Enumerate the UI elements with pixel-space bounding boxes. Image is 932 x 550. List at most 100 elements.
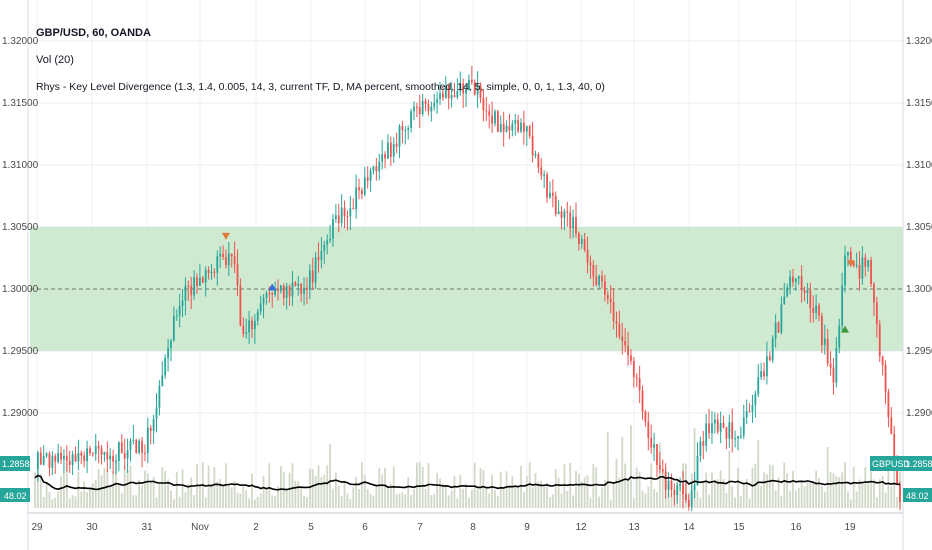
volume-bar (239, 493, 242, 508)
volume-bar (427, 463, 430, 508)
candle-body (71, 454, 74, 465)
candle-body (861, 257, 864, 279)
candle-body (439, 93, 441, 100)
volume-bar (734, 497, 737, 508)
candle-body (612, 302, 615, 322)
candle-body (818, 305, 820, 316)
volume-bar (291, 463, 294, 508)
candle-body (739, 435, 742, 437)
volume-bar (601, 487, 603, 508)
volume-bar (161, 466, 164, 508)
volume-bar (178, 496, 181, 508)
candle-body (711, 423, 713, 434)
candle-body (68, 460, 71, 465)
volume-bar (476, 489, 479, 508)
candle-body (731, 422, 734, 439)
candle-body (531, 136, 534, 156)
candle-body (771, 338, 774, 361)
candle-body (502, 123, 505, 132)
volume-bar (491, 474, 493, 508)
volume-bar (537, 481, 540, 508)
candle-body (329, 238, 331, 241)
volume-bar (132, 495, 135, 508)
volume-bar (207, 465, 210, 508)
volume-bar (658, 442, 661, 508)
volume-badge-right-text: 48.02 (906, 491, 929, 501)
candle-body (494, 111, 496, 124)
candle-body (685, 494, 687, 501)
volume-bar (612, 482, 615, 508)
volume-bar (849, 499, 852, 508)
candle-body (320, 251, 323, 260)
volume-bar (172, 499, 175, 508)
candle-body (424, 100, 427, 105)
candle-body (375, 166, 378, 172)
candle-body (696, 456, 699, 485)
candle-body (369, 170, 372, 181)
bullish-divergence-marker (268, 283, 277, 291)
candle-body (554, 195, 557, 215)
indicator-legend[interactable]: Rhys - Key Level Divergence (1.3, 1.4, 0… (36, 81, 605, 93)
candle-body (80, 452, 83, 456)
volume-bar (549, 497, 551, 508)
volume-bar (36, 466, 39, 508)
volume-bar (68, 498, 71, 508)
volume-bar (459, 474, 462, 508)
candle-body (210, 271, 213, 273)
candle-body (39, 452, 42, 465)
candle-body (343, 207, 346, 216)
candle-body (65, 455, 68, 461)
candle-body (181, 300, 184, 307)
candle-body (106, 452, 109, 460)
volume-bar (352, 487, 355, 508)
candle-body (667, 480, 670, 490)
candle-body (766, 356, 768, 377)
x-axis[interactable]: 29 30 31 Nov 2 5 6 7 8 9 12 13 14 15 16 19 (31, 522, 856, 533)
y-axis-left[interactable]: 1.32000 1.31500 1.31000 1.30500 1.30000 1.295… (2, 36, 39, 419)
candle-body (852, 261, 855, 266)
candle-body (447, 85, 450, 99)
candle-body (687, 500, 690, 507)
volume-bar (820, 485, 823, 508)
candle-body (638, 378, 641, 391)
candle-body (135, 439, 138, 453)
candle-body (751, 405, 754, 412)
candle-body (427, 104, 430, 112)
candle-body (618, 323, 621, 337)
candle-body (401, 126, 404, 131)
candle-body (563, 211, 566, 218)
candle-body (887, 391, 890, 418)
candle-body (144, 452, 146, 454)
volume-bar (661, 472, 664, 508)
candle-body (763, 371, 765, 377)
candle-body (242, 325, 245, 335)
volume-bar (748, 498, 751, 508)
candle-body (456, 91, 459, 98)
volume-bar (184, 492, 187, 508)
volume-legend[interactable]: Vol (20) (36, 54, 74, 66)
candle-body (230, 253, 233, 257)
volume-bar (54, 497, 57, 508)
candle-body (161, 375, 164, 387)
candle-body (508, 125, 511, 131)
volume-bar (742, 483, 745, 508)
volume-bar (598, 496, 601, 508)
volume-bar (436, 473, 439, 508)
candle-body (314, 257, 317, 283)
symbol-legend[interactable]: GBP/USD, 60, OANDA (36, 27, 151, 39)
candle-body (430, 106, 433, 112)
volume-bar (100, 475, 103, 508)
volume-bar (528, 462, 531, 508)
volume-bar (606, 431, 609, 508)
candle-body (355, 187, 358, 210)
x-tick-label: 31 (141, 522, 153, 533)
volume-bar (884, 492, 887, 508)
volume-badge-right: 48.02 (903, 488, 932, 502)
candle-body (768, 356, 771, 361)
candle-body (575, 217, 577, 234)
volume-bar (144, 470, 146, 508)
y-axis-right[interactable]: 1.32000 1.31500 1.31000 1.30500 1.30000 1.295… (906, 36, 932, 419)
volume-bar (502, 488, 505, 508)
volume-bar (401, 492, 404, 508)
